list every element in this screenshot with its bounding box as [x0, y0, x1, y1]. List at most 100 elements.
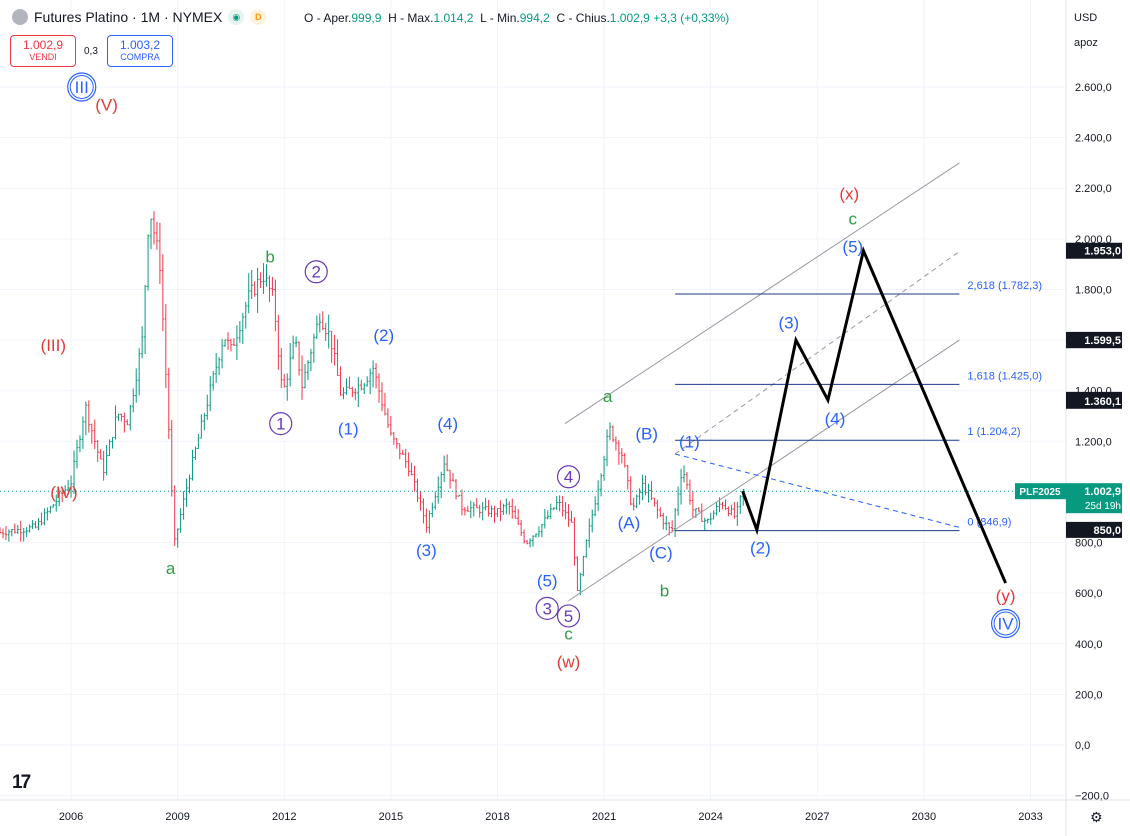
candle [191, 449, 194, 481]
candle [712, 510, 715, 520]
wave-label: (A) [618, 513, 641, 532]
price-marker: 850,0 [1066, 521, 1122, 538]
candle [203, 412, 206, 431]
wave-label: IV [990, 608, 1021, 639]
chart-header: Futures Platino · 1M · NYMEX ◉ D O - Ape… [0, 0, 1066, 30]
time-axis[interactable]: 2006 2009 2012 2015 2018 2021 2024 2027 2030 2033 [0, 799, 1130, 823]
wave-label: 3 [535, 596, 559, 620]
candle [93, 419, 96, 449]
candle [291, 335, 295, 360]
candle [268, 275, 271, 302]
wave-label-inner-circle [69, 75, 94, 99]
candle [129, 404, 132, 431]
gear-icon[interactable]: ⚙ [1090, 809, 1103, 825]
candle [697, 507, 701, 513]
candle [629, 476, 632, 506]
price-tick-label: 2.400,0 [1075, 133, 1112, 145]
tradingview-logo[interactable]: 17 [12, 772, 31, 793]
candle [611, 425, 615, 443]
candle [525, 539, 529, 545]
time-tick-label: 2030 [912, 811, 936, 823]
spread-value: 0,3 [84, 46, 98, 57]
candle [52, 504, 55, 508]
candle [58, 489, 61, 507]
candle [682, 465, 686, 483]
candle [288, 342, 292, 387]
wave-label-circle [556, 465, 581, 489]
wave-label: (1) [679, 432, 700, 451]
symbol-info[interactable]: Futures Platino · 1M · NYMEX ◉ D [12, 9, 267, 25]
candle [214, 352, 218, 383]
wave-label-text: 5 [564, 607, 573, 626]
high-value: 1.014,2 [433, 11, 474, 25]
candle [123, 412, 126, 433]
candle [650, 480, 653, 501]
candle [309, 348, 313, 372]
candle [413, 465, 416, 492]
candle [223, 339, 227, 347]
candle [297, 341, 301, 376]
wave-label-text: c [849, 210, 858, 229]
candle [451, 473, 455, 482]
candle [327, 314, 330, 349]
candle [380, 382, 384, 412]
candle [472, 502, 475, 517]
candle [398, 443, 401, 460]
candle [25, 527, 28, 537]
candle [514, 505, 517, 519]
currency-selector[interactable]: USD [1074, 12, 1098, 24]
buy-price: 1.003,2 [119, 38, 161, 52]
fib-level-label: 1,618 (1.425,0) [967, 370, 1042, 382]
wave-label-text: (4) [437, 415, 458, 434]
open-text: - Aper. [316, 11, 352, 25]
wave-label-circle [304, 260, 328, 284]
candle [564, 502, 567, 520]
buy-button[interactable]: 1.003,2 COMPRA [107, 35, 173, 67]
wave-label-text: (2) [373, 326, 394, 345]
wave-label-text: a [603, 387, 613, 406]
fib-level-label: 1 (1.204,2) [967, 426, 1020, 438]
candle [490, 505, 493, 518]
candle [315, 315, 319, 340]
wave-label-text: (1) [338, 420, 359, 439]
candle [457, 494, 461, 497]
wave-label: (2) [750, 539, 771, 558]
wave-label: (IV) [50, 483, 77, 502]
candle [143, 284, 147, 355]
candle [126, 419, 129, 426]
price-marker-bg [1066, 332, 1122, 349]
sell-button[interactable]: 1.002,9 VENDI [10, 35, 76, 67]
wave-label: a [603, 387, 613, 406]
wave-label-circle [535, 596, 559, 620]
market-status-icon[interactable]: ◉ [228, 9, 245, 25]
candle [576, 556, 579, 592]
candle [185, 478, 188, 507]
candle [55, 494, 58, 512]
candle [679, 468, 683, 505]
candle [318, 313, 321, 333]
scale-mode-selector[interactable]: apoz [1074, 37, 1098, 49]
candle [721, 501, 724, 510]
candle [28, 524, 31, 533]
wave-label: (1) [338, 420, 359, 439]
delayed-data-icon[interactable]: D [250, 9, 267, 25]
price-axis[interactable]: 2.600,02.400,02.200,02.000,01.800,01.600… [1015, 0, 1122, 836]
wave-label: (x) [839, 184, 859, 203]
candle [209, 376, 212, 412]
candle [484, 497, 487, 511]
wave-label: (3) [416, 541, 437, 560]
price-tick-label: 200,0 [1075, 689, 1103, 701]
candle [49, 505, 52, 514]
wave-label: a [166, 559, 176, 578]
candle [336, 339, 339, 376]
candle [69, 475, 73, 498]
symbol-title[interactable]: Futures Platino · 1M · NYMEX [34, 9, 223, 25]
time-tick-label: 2033 [1018, 811, 1042, 823]
price-marker-label: 1.599,5 [1084, 335, 1121, 347]
candle [37, 518, 40, 531]
wave-label-text: (y) [996, 587, 1016, 606]
open-label: O [304, 11, 314, 25]
candle [253, 281, 256, 297]
symbol-tag-text: PLF2025 [1019, 487, 1061, 498]
